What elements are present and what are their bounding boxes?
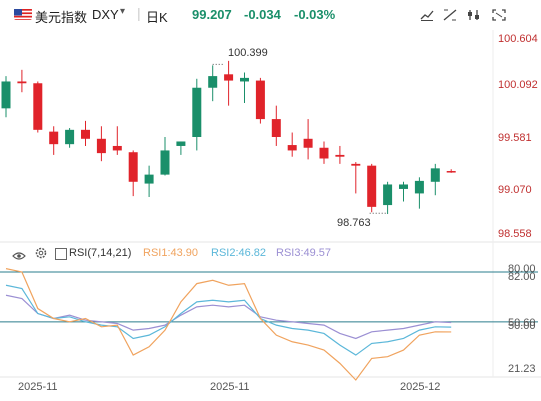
x-axis-label: 2025-12 xyxy=(400,381,441,393)
candle-body xyxy=(383,184,393,206)
cursor-icon[interactable] xyxy=(441,7,459,23)
candle-body xyxy=(96,138,106,154)
candle-body xyxy=(319,147,329,159)
candle-body xyxy=(430,168,440,182)
candle-body xyxy=(49,131,59,145)
rsi-axis-label: 80.00 xyxy=(508,263,536,275)
eye-icon[interactable] xyxy=(12,248,26,266)
y-axis-label: 99.070 xyxy=(498,184,532,196)
settings-icon[interactable] xyxy=(465,7,483,23)
candle-body xyxy=(17,81,27,84)
candle-body xyxy=(335,154,345,157)
symbol-label[interactable]: DXY xyxy=(92,7,119,22)
fullscreen-icon[interactable] xyxy=(490,7,508,23)
dropdown-icon[interactable]: ▾ xyxy=(120,6,126,17)
rsi3-value: RSI3:49.57 xyxy=(276,247,332,259)
candle-body xyxy=(399,184,408,189)
rsi3-line xyxy=(5,294,452,340)
x-axis-label: 2025-11 xyxy=(210,381,250,393)
candle-body xyxy=(128,152,138,182)
gear-icon[interactable] xyxy=(34,246,48,265)
change-percent: -0.03% xyxy=(294,7,336,22)
candle-body xyxy=(176,141,186,146)
low-price-label: 98.763 xyxy=(337,217,371,229)
header-bar: 美元指数 DXY ▾ | 日K 99.207 -0.034 -0.03% xyxy=(0,0,541,30)
change-value: -0.034 xyxy=(244,7,281,22)
candle-body xyxy=(192,87,202,137)
candle-body xyxy=(112,145,122,151)
candle-body xyxy=(65,129,75,145)
x-axis-label: 2025-11 xyxy=(18,381,58,393)
candle-body xyxy=(224,74,234,81)
high-price-label: 100.399 xyxy=(228,47,268,59)
candle-body xyxy=(446,171,456,173)
candle-body xyxy=(414,180,424,194)
us-flag-icon xyxy=(14,8,32,20)
rsi-axis-label: 21.23 xyxy=(508,363,536,375)
candle-body xyxy=(271,119,281,137)
candle-body xyxy=(81,129,90,139)
candlestick-chart[interactable] xyxy=(0,30,541,401)
y-axis-label: 98.558 xyxy=(498,228,532,240)
rsi-axis-label: 50.00 xyxy=(508,320,536,332)
candle-body xyxy=(144,174,154,184)
candle-body xyxy=(287,145,297,151)
line-chart-icon[interactable] xyxy=(418,7,436,23)
y-axis-label: 99.581 xyxy=(498,132,532,144)
candle-body xyxy=(33,83,43,130)
rsi1-line xyxy=(5,268,452,381)
rsi2-value: RSI2:46.82 xyxy=(211,247,267,259)
y-axis-label: 100.604 xyxy=(498,33,538,45)
price-value: 99.207 xyxy=(192,7,232,22)
rsi-checkbox[interactable] xyxy=(55,248,67,260)
period-label[interactable]: 日K xyxy=(146,10,168,25)
candle-body xyxy=(160,150,170,175)
candle-body xyxy=(351,163,361,166)
rsi2-line xyxy=(5,284,452,356)
candle-body xyxy=(367,165,377,207)
rsi-axis-label: 82.00 xyxy=(508,271,536,283)
index-name[interactable]: 美元指数 xyxy=(35,10,88,25)
candle-body xyxy=(303,138,313,148)
candle-body xyxy=(255,80,265,120)
candle-body xyxy=(208,76,218,88)
candle-body xyxy=(240,77,249,82)
y-axis-label: 100.092 xyxy=(498,79,538,91)
candle-body xyxy=(1,81,11,109)
rsi1-value: RSI1:43.90 xyxy=(143,247,199,259)
rsi-axis-label: 50.60 xyxy=(508,317,536,329)
rsi-title: RSI(7,14,21) xyxy=(69,247,132,259)
